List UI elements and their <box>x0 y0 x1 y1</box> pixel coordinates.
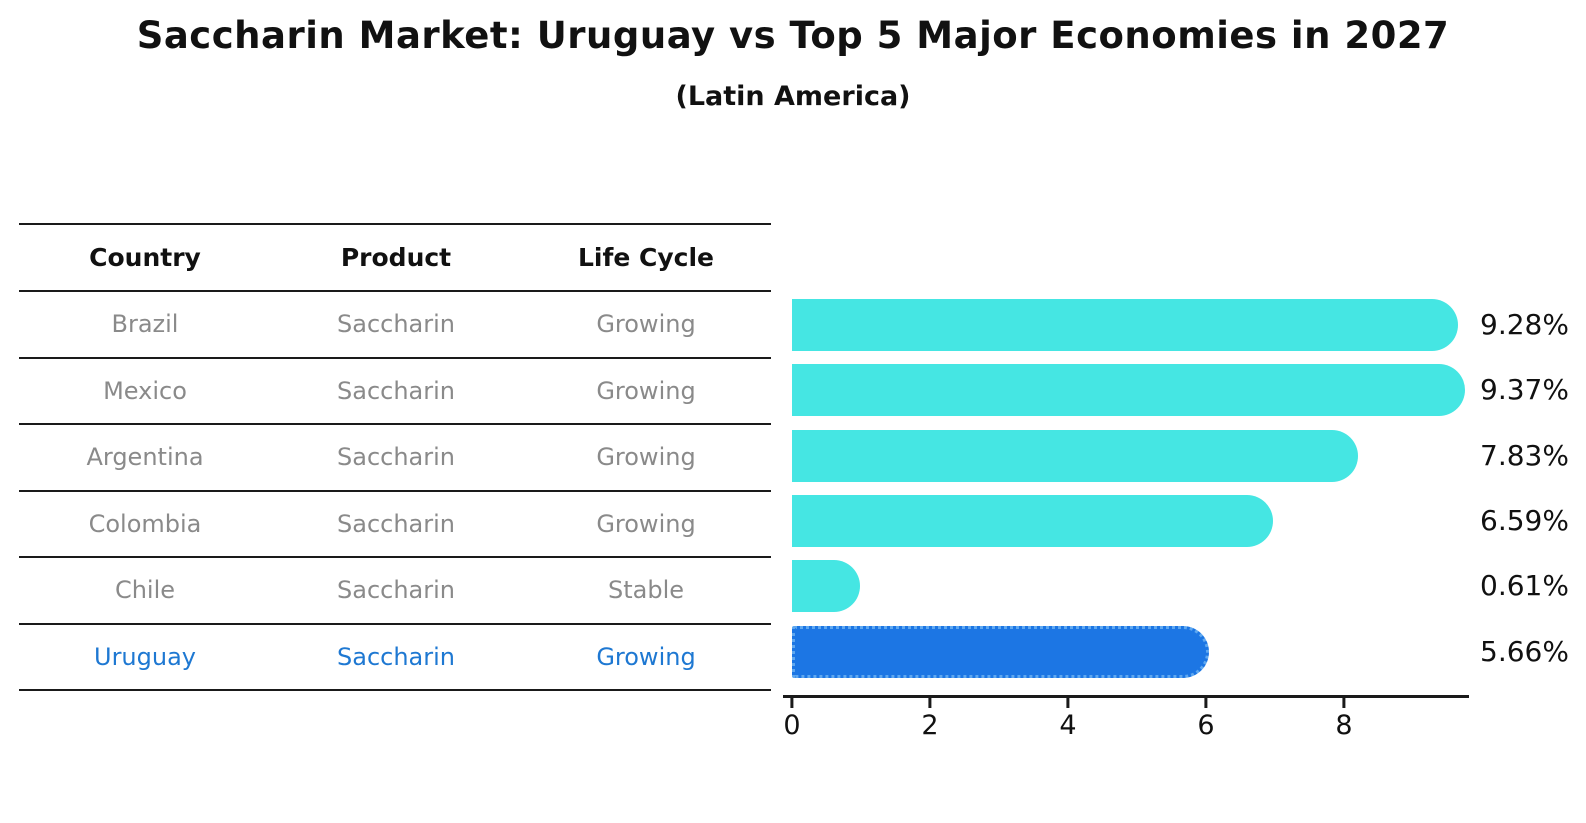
value-label-mexico: 9.37% <box>1480 373 1569 407</box>
product-cell: Saccharin <box>337 642 455 671</box>
page-subtitle: (Latin America) <box>675 81 911 112</box>
tick-mark <box>1342 698 1346 708</box>
table-row-brazil: Brazil Saccharin Growing <box>19 292 771 359</box>
table-row-colombia: Colombia Saccharin Growing <box>19 492 771 558</box>
tick-mark <box>1204 698 1208 708</box>
x-tick-6: 6 <box>1197 698 1215 741</box>
x-tick-2: 2 <box>921 698 939 741</box>
x-tick-0: 0 <box>783 698 801 741</box>
tick-mark <box>928 698 932 708</box>
table-row-mexico: Mexico Saccharin Growing <box>19 359 771 425</box>
x-tick-label: 0 <box>783 710 801 741</box>
table-header-row: Country Product Life Cycle <box>19 225 771 292</box>
bar-brazil <box>792 299 1459 351</box>
country-info-table: Country Product Life Cycle Brazil Saccha… <box>19 223 771 691</box>
header-cell-product: Product <box>340 243 452 272</box>
x-axis-line <box>783 695 1469 698</box>
x-tick-label: 4 <box>1059 710 1077 741</box>
tick-mark <box>1066 698 1070 708</box>
product-cell: Saccharin <box>337 376 455 405</box>
x-tick-label: 6 <box>1197 710 1215 741</box>
x-tick-8: 8 <box>1335 698 1353 741</box>
country-cell: Uruguay <box>94 642 196 671</box>
value-label-colombia: 6.59% <box>1480 503 1569 537</box>
life-cycle-cell: Growing <box>596 509 696 538</box>
table-row-uruguay: Uruguay Saccharin Growing <box>19 625 771 691</box>
country-cell: Argentina <box>86 443 204 472</box>
header-cell-country: Country <box>89 243 201 272</box>
table-row-argentina: Argentina Saccharin Growing <box>19 425 771 492</box>
value-label-brazil: 9.28% <box>1480 308 1569 341</box>
header-cell-life-cycle: Life Cycle <box>577 243 715 272</box>
value-label-uruguay: 5.66% <box>1480 634 1569 668</box>
x-tick-label: 8 <box>1335 710 1353 741</box>
product-cell: Saccharin <box>337 509 455 538</box>
bar-colombia <box>792 494 1273 547</box>
country-cell: Chile <box>114 576 176 605</box>
tick-mark <box>790 698 794 708</box>
life-cycle-cell: Growing <box>596 376 696 405</box>
country-cell: Mexico <box>103 376 187 405</box>
country-cell: Colombia <box>88 509 202 538</box>
bar-mexico <box>792 364 1465 417</box>
product-cell: Saccharin <box>337 310 455 339</box>
bar-uruguay <box>792 625 1209 678</box>
life-cycle-cell: Growing <box>596 310 696 339</box>
x-tick-label: 2 <box>921 710 939 741</box>
product-cell: Saccharin <box>337 576 455 605</box>
product-cell: Saccharin <box>337 443 455 472</box>
x-tick-4: 4 <box>1059 698 1077 741</box>
page-title: Saccharin Market: Uruguay vs Top 5 Major… <box>136 14 1450 57</box>
country-cell: Brazil <box>111 310 179 339</box>
value-label-argentina: 7.83% <box>1480 438 1569 472</box>
bar-argentina <box>792 429 1359 482</box>
bar-chile <box>792 560 861 613</box>
life-cycle-cell: Stable <box>607 576 685 605</box>
value-label-chile: 0.61% <box>1480 569 1569 603</box>
life-cycle-cell: Growing <box>596 443 696 472</box>
table-row-chile: Chile Saccharin Stable <box>19 558 771 625</box>
life-cycle-cell: Growing <box>596 642 696 671</box>
